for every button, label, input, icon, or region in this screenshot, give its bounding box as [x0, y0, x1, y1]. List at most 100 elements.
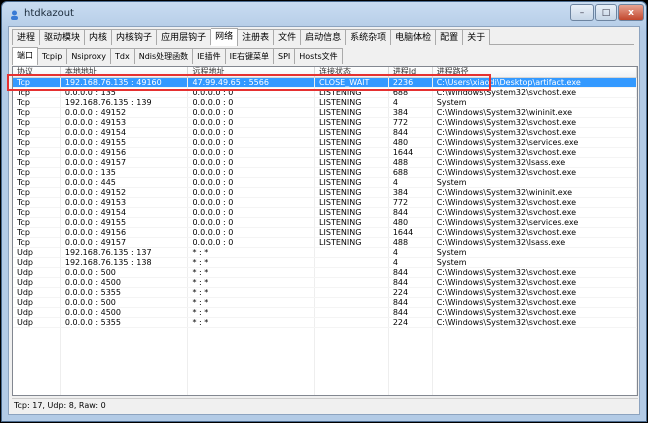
table-row[interactable]: Udp 192.168.76.135 : 137 * : * 4 System: [13, 248, 638, 258]
table-row[interactable]: Tcp 0.0.0.0 : 49155 0.0.0.0 : 0 LISTENING 48…: [13, 138, 638, 148]
cell-remote-address: 0.0.0.0 : 0: [188, 118, 316, 127]
cell-remote-address: * : *: [188, 298, 316, 307]
cell-state: LISTENING: [315, 238, 389, 247]
tab-sub-8[interactable]: Hosts文件: [295, 48, 343, 64]
tab-main-7[interactable]: 文件: [274, 29, 302, 45]
tab-main-11[interactable]: 配置: [436, 29, 464, 45]
cell-state: [315, 288, 389, 297]
table-row[interactable]: Tcp 0.0.0.0 : 49154 0.0.0.0 : 0 LISTENING 84…: [13, 208, 638, 218]
table-row[interactable]: Tcp 0.0.0.0 : 49153 0.0.0.0 : 0 LISTENING 77…: [13, 198, 638, 208]
cell-protocol: Tcp: [13, 108, 61, 117]
tab-main-5[interactable]: 网络: [211, 28, 239, 46]
cell-local-address: 0.0.0.0 : 135: [61, 168, 189, 177]
table-row[interactable]: Tcp 0.0.0.0 : 49157 0.0.0.0 : 0 LISTENING 48…: [13, 158, 638, 168]
table-row[interactable]: Tcp 0.0.0.0 : 445 0.0.0.0 : 0 LISTENING 4 Sys…: [13, 178, 638, 188]
cell-remote-address: * : *: [188, 318, 316, 327]
table-row[interactable]: Tcp 0.0.0.0 : 135 0.0.0.0 : 0 LISTENING 688 C…: [13, 168, 638, 178]
table-row[interactable]: Tcp 0.0.0.0 : 49152 0.0.0.0 : 0 LISTENING 38…: [13, 108, 638, 118]
tab-sub-5[interactable]: IE插件: [193, 48, 226, 64]
tab-sub-2[interactable]: Nsiproxy: [67, 48, 111, 64]
column-header-protocol[interactable]: 协议: [13, 67, 61, 77]
cell-local-address: 0.0.0.0 : 49157: [61, 158, 189, 167]
table-row[interactable]: Tcp 0.0.0.0 : 49155 0.0.0.0 : 0 LISTENING 48…: [13, 218, 638, 228]
tab-sub-0[interactable]: 端口: [12, 47, 38, 65]
cell-remote-address: * : *: [188, 308, 316, 317]
cell-state: LISTENING: [315, 178, 389, 187]
tab-sub-7[interactable]: SPI: [274, 48, 296, 64]
tab-main-6[interactable]: 注册表: [238, 29, 275, 45]
cell-protocol: Tcp: [13, 168, 61, 177]
tab-main-0[interactable]: 进程: [12, 29, 41, 45]
table-row[interactable]: Tcp 0.0.0.0 : 49156 0.0.0.0 : 0 LISTENING 16…: [13, 148, 638, 158]
tab-sub-6[interactable]: IE右键菜单: [225, 48, 274, 64]
table-row[interactable]: Tcp 0.0.0.0 : 49153 0.0.0.0 : 0 LISTENING 77…: [13, 118, 638, 128]
tab-main-3[interactable]: 内核钩子: [112, 29, 158, 45]
column-header-process-path[interactable]: 进程路径: [433, 67, 638, 77]
cell-state: LISTENING: [315, 88, 389, 97]
cell-protocol: Tcp: [13, 148, 61, 157]
cell-protocol: Tcp: [13, 158, 61, 167]
cell-local-address: 0.0.0.0 : 5355: [61, 318, 189, 327]
minimize-button[interactable]: –: [570, 4, 594, 21]
cell-state: [315, 248, 389, 257]
tab-sub-3[interactable]: Tdx: [111, 48, 135, 64]
cell-local-address: 0.0.0.0 : 49152: [61, 108, 189, 117]
connection-list[interactable]: 协议 本地地址 远程地址 连接状态 进程Id 进程路径 Tcp 192.168.76.135…: [12, 66, 638, 396]
tab-main-1[interactable]: 驱动模块: [40, 29, 86, 45]
table-row[interactable]: Tcp 0.0.0.0 : 49157 0.0.0.0 : 0 LISTENING 48…: [13, 238, 638, 248]
tab-sub-4[interactable]: Ndis处理函数: [134, 48, 194, 64]
cell-local-address: 0.0.0.0 : 49153: [61, 118, 189, 127]
table-row[interactable]: Udp 0.0.0.0 : 500 * : * 844 C:\Windows\Syste…: [13, 298, 638, 308]
cell-local-address: 0.0.0.0 : 49153: [61, 198, 189, 207]
table-row[interactable]: Tcp 0.0.0.0 : 135 0.0.0.0 : 0 LISTENING 688 C…: [13, 88, 638, 98]
cell-protocol: Tcp: [13, 218, 61, 227]
tab-main-8[interactable]: 启动信息: [301, 29, 347, 45]
tab-main-4[interactable]: 应用层钩子: [157, 29, 212, 45]
cell-pid: 1644: [389, 148, 433, 157]
cell-remote-address: 0.0.0.0 : 0: [188, 208, 316, 217]
cell-process-path: C:\Windows\System32\wininit.exe: [433, 188, 638, 197]
column-header-remote-address[interactable]: 远程地址: [188, 67, 316, 77]
table-row[interactable]: Udp 0.0.0.0 : 4500 * : * 844 C:\Windows\Syst…: [13, 278, 638, 288]
table-row[interactable]: Udp 0.0.0.0 : 5355 * : * 224 C:\Windows\Syst…: [13, 288, 638, 298]
table-row[interactable]: Udp 0.0.0.0 : 5355 * : * 224 C:\Windows\Syst…: [13, 318, 638, 328]
cell-protocol: Udp: [13, 298, 61, 307]
table-row[interactable]: Udp 192.168.76.135 : 138 * : * 4 System: [13, 258, 638, 268]
table-row[interactable]: Tcp 0.0.0.0 : 49152 0.0.0.0 : 0 LISTENING 38…: [13, 188, 638, 198]
close-button[interactable]: x: [618, 4, 644, 21]
tab-main-2[interactable]: 内核: [85, 29, 113, 45]
cell-state: LISTENING: [315, 188, 389, 197]
tab-sub-1[interactable]: Tcpip: [38, 48, 68, 64]
cell-pid: 4: [389, 178, 433, 187]
cell-state: [315, 308, 389, 317]
tab-main-9[interactable]: 系统杂项: [346, 29, 392, 45]
column-header-pid[interactable]: 进程Id: [389, 67, 433, 77]
cell-local-address: 192.168.76.135 : 138: [61, 258, 189, 267]
maximize-button[interactable]: □: [595, 4, 617, 21]
cell-pid: 844: [389, 128, 433, 137]
cell-local-address: 0.0.0.0 : 49156: [61, 228, 189, 237]
table-row[interactable]: Tcp 192.168.76.135 : 49160 47.99.49.65 : 5…: [13, 78, 638, 88]
cell-process-path: C:\Windows\System32\lsass.exe: [433, 158, 638, 167]
cell-state: [315, 318, 389, 327]
cell-pid: 844: [389, 278, 433, 287]
tab-main-12[interactable]: 关于: [463, 29, 491, 45]
cell-state: LISTENING: [315, 98, 389, 107]
tab-main-10[interactable]: 电脑体检: [391, 29, 437, 45]
column-header-state[interactable]: 连接状态: [315, 67, 389, 77]
cell-remote-address: 0.0.0.0 : 0: [188, 108, 316, 117]
table-row[interactable]: Tcp 192.168.76.135 : 139 0.0.0.0 : 0 LISTEN…: [13, 98, 638, 108]
cell-process-path: C:\Windows\System32\services.exe: [433, 218, 638, 227]
cell-remote-address: 0.0.0.0 : 0: [188, 88, 316, 97]
column-header-local-address[interactable]: 本地地址: [61, 67, 189, 77]
cell-pid: 384: [389, 188, 433, 197]
cell-protocol: Tcp: [13, 228, 61, 237]
table-row[interactable]: Udp 0.0.0.0 : 4500 * : * 844 C:\Windows\Syst…: [13, 308, 638, 318]
table-row[interactable]: Tcp 0.0.0.0 : 49154 0.0.0.0 : 0 LISTENING 84…: [13, 128, 638, 138]
table-row[interactable]: Tcp 0.0.0.0 : 49156 0.0.0.0 : 0 LISTENING 16…: [13, 228, 638, 238]
cell-process-path: C:\Windows\System32\svchost.exe: [433, 148, 638, 157]
title-bar[interactable]: htdkazout – □ x: [2, 2, 646, 26]
cell-pid: 844: [389, 308, 433, 317]
cell-process-path: C:\Windows\System32\svchost.exe: [433, 268, 638, 277]
table-row[interactable]: Udp 0.0.0.0 : 500 * : * 844 C:\Windows\Syste…: [13, 268, 638, 278]
